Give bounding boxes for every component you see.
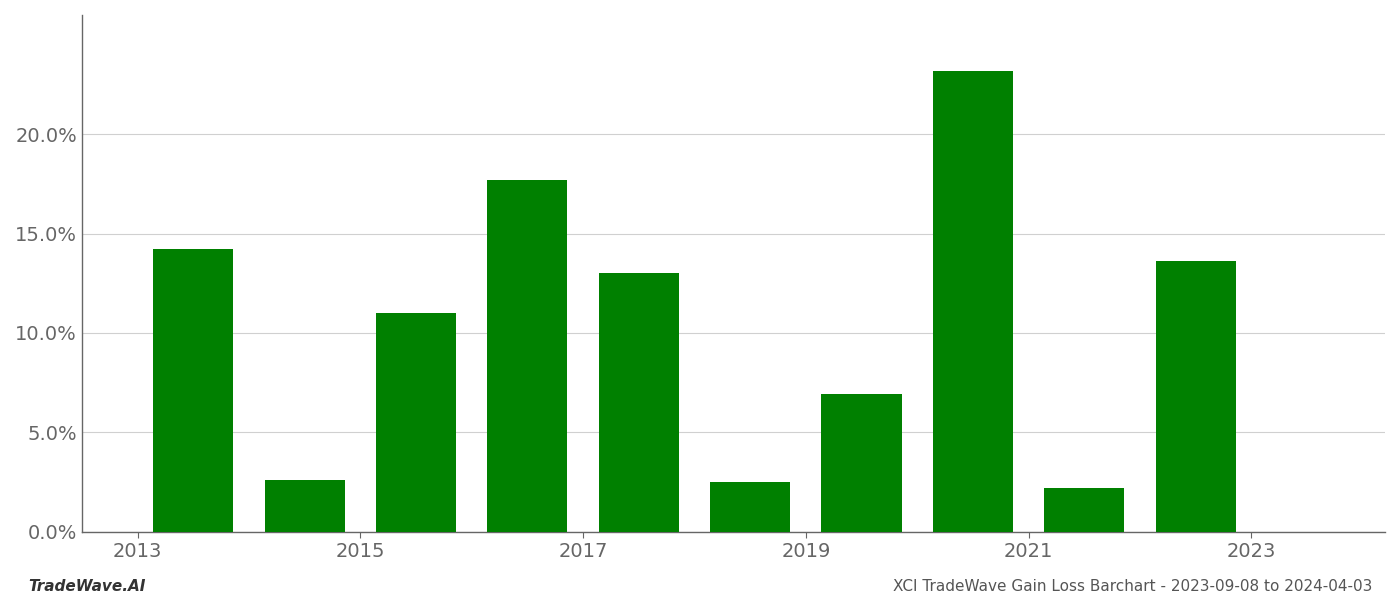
Bar [822,394,902,532]
Bar [710,482,790,532]
Text: XCI TradeWave Gain Loss Barchart - 2023-09-08 to 2024-04-03: XCI TradeWave Gain Loss Barchart - 2023-… [893,579,1372,594]
Bar [1155,262,1236,532]
Bar [932,71,1014,532]
Text: TradeWave.AI: TradeWave.AI [28,579,146,594]
Bar [599,273,679,532]
Bar [487,180,567,532]
Bar [265,480,344,532]
Bar [153,250,234,532]
Bar [377,313,456,532]
Bar [1044,488,1124,532]
